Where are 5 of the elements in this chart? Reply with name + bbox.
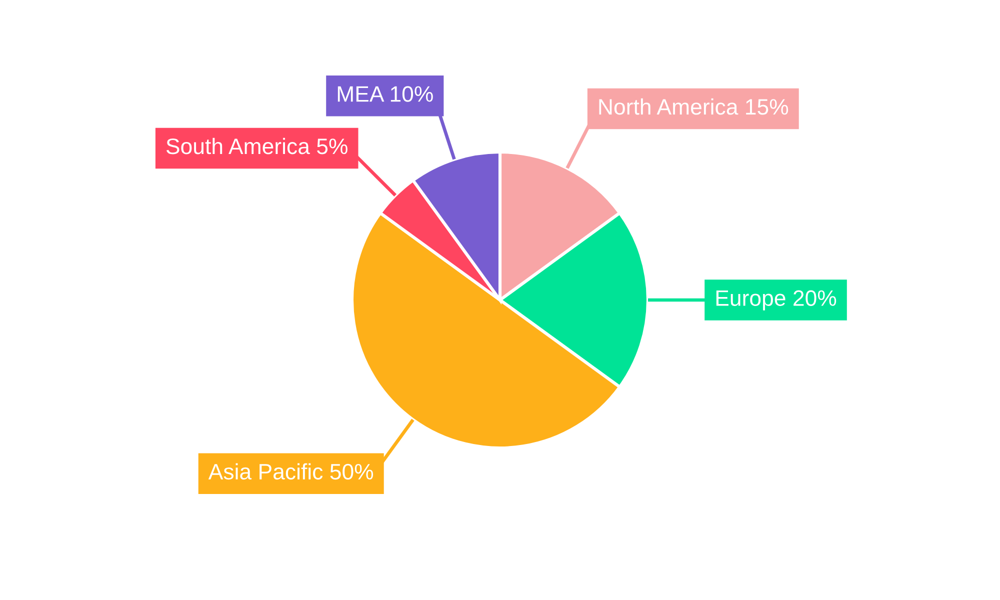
slice-label: North America 15% bbox=[599, 98, 788, 115]
slice-label: Europe 20% bbox=[716, 290, 836, 310]
slice-label: MEA 10% bbox=[338, 86, 433, 102]
slice-label: South America 5% bbox=[166, 138, 348, 154]
slice-label: Asia Pacific 50% bbox=[208, 463, 374, 480]
